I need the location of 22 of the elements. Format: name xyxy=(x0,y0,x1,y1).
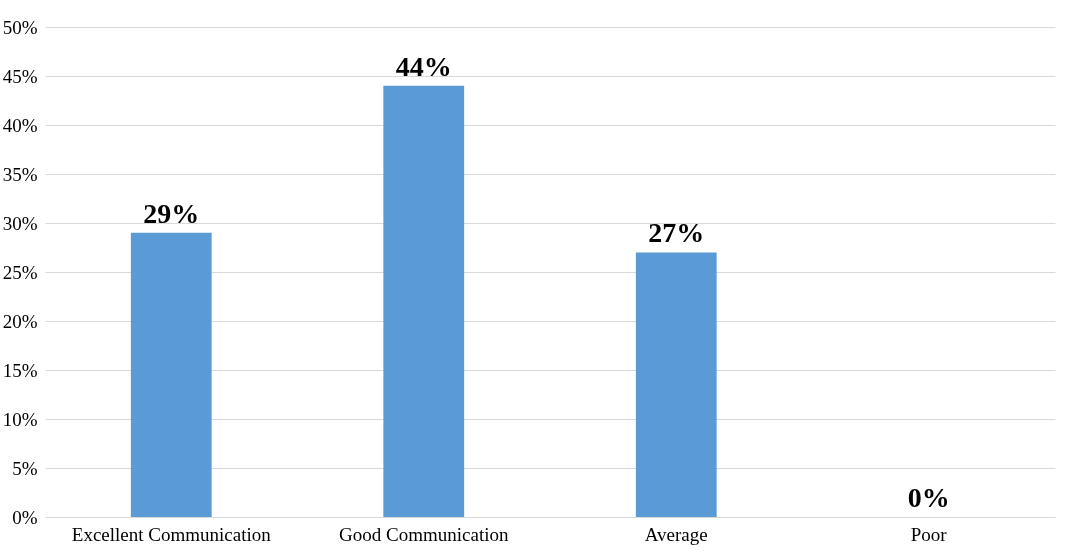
y-tick-label: 5% xyxy=(12,457,38,479)
bar xyxy=(635,252,717,517)
y-tick-label: 40% xyxy=(2,114,38,136)
y-tick-label: 35% xyxy=(2,163,38,185)
bar xyxy=(383,85,465,517)
data-label: 29% xyxy=(143,197,200,229)
x-tick-label: Average xyxy=(644,523,708,545)
data-label: 0% xyxy=(907,482,950,513)
y-tick-label: 45% xyxy=(2,65,38,87)
y-tick-label: 25% xyxy=(2,261,38,283)
data-label: 44% xyxy=(395,50,452,82)
y-tick-label: 50% xyxy=(2,16,38,38)
y-tick-label: 10% xyxy=(2,408,38,430)
data-label: 27% xyxy=(648,217,705,249)
y-tick-label: 0% xyxy=(12,506,38,528)
y-tick-label: 15% xyxy=(2,359,38,381)
y-tick-label: 20% xyxy=(2,310,38,332)
x-tick-label: Poor xyxy=(910,523,948,545)
y-tick-label: 30% xyxy=(2,212,38,234)
x-tick-label: Good Communication xyxy=(339,523,509,545)
x-tick-label: Excellent Communication xyxy=(71,523,272,545)
bar xyxy=(130,232,212,517)
